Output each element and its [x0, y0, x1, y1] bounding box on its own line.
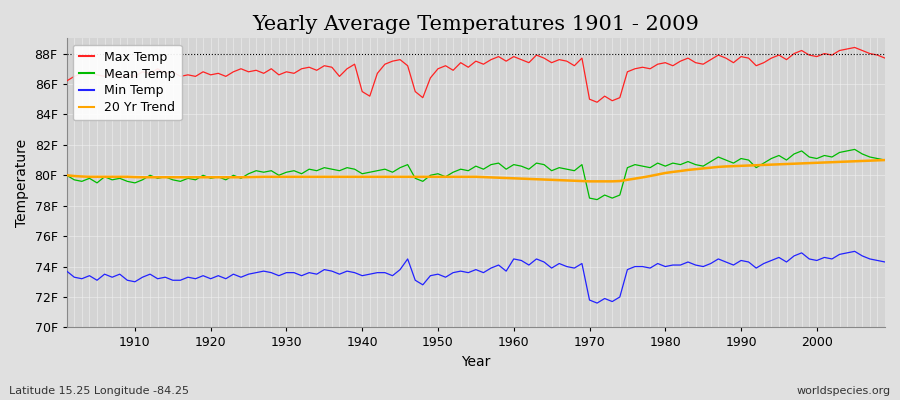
Title: Yearly Average Temperatures 1901 - 2009: Yearly Average Temperatures 1901 - 2009: [252, 15, 699, 34]
Y-axis label: Temperature: Temperature: [15, 139, 29, 227]
Text: worldspecies.org: worldspecies.org: [796, 386, 891, 396]
X-axis label: Year: Year: [461, 355, 491, 369]
Text: Latitude 15.25 Longitude -84.25: Latitude 15.25 Longitude -84.25: [9, 386, 189, 396]
Legend: Max Temp, Mean Temp, Min Temp, 20 Yr Trend: Max Temp, Mean Temp, Min Temp, 20 Yr Tre…: [73, 44, 182, 120]
